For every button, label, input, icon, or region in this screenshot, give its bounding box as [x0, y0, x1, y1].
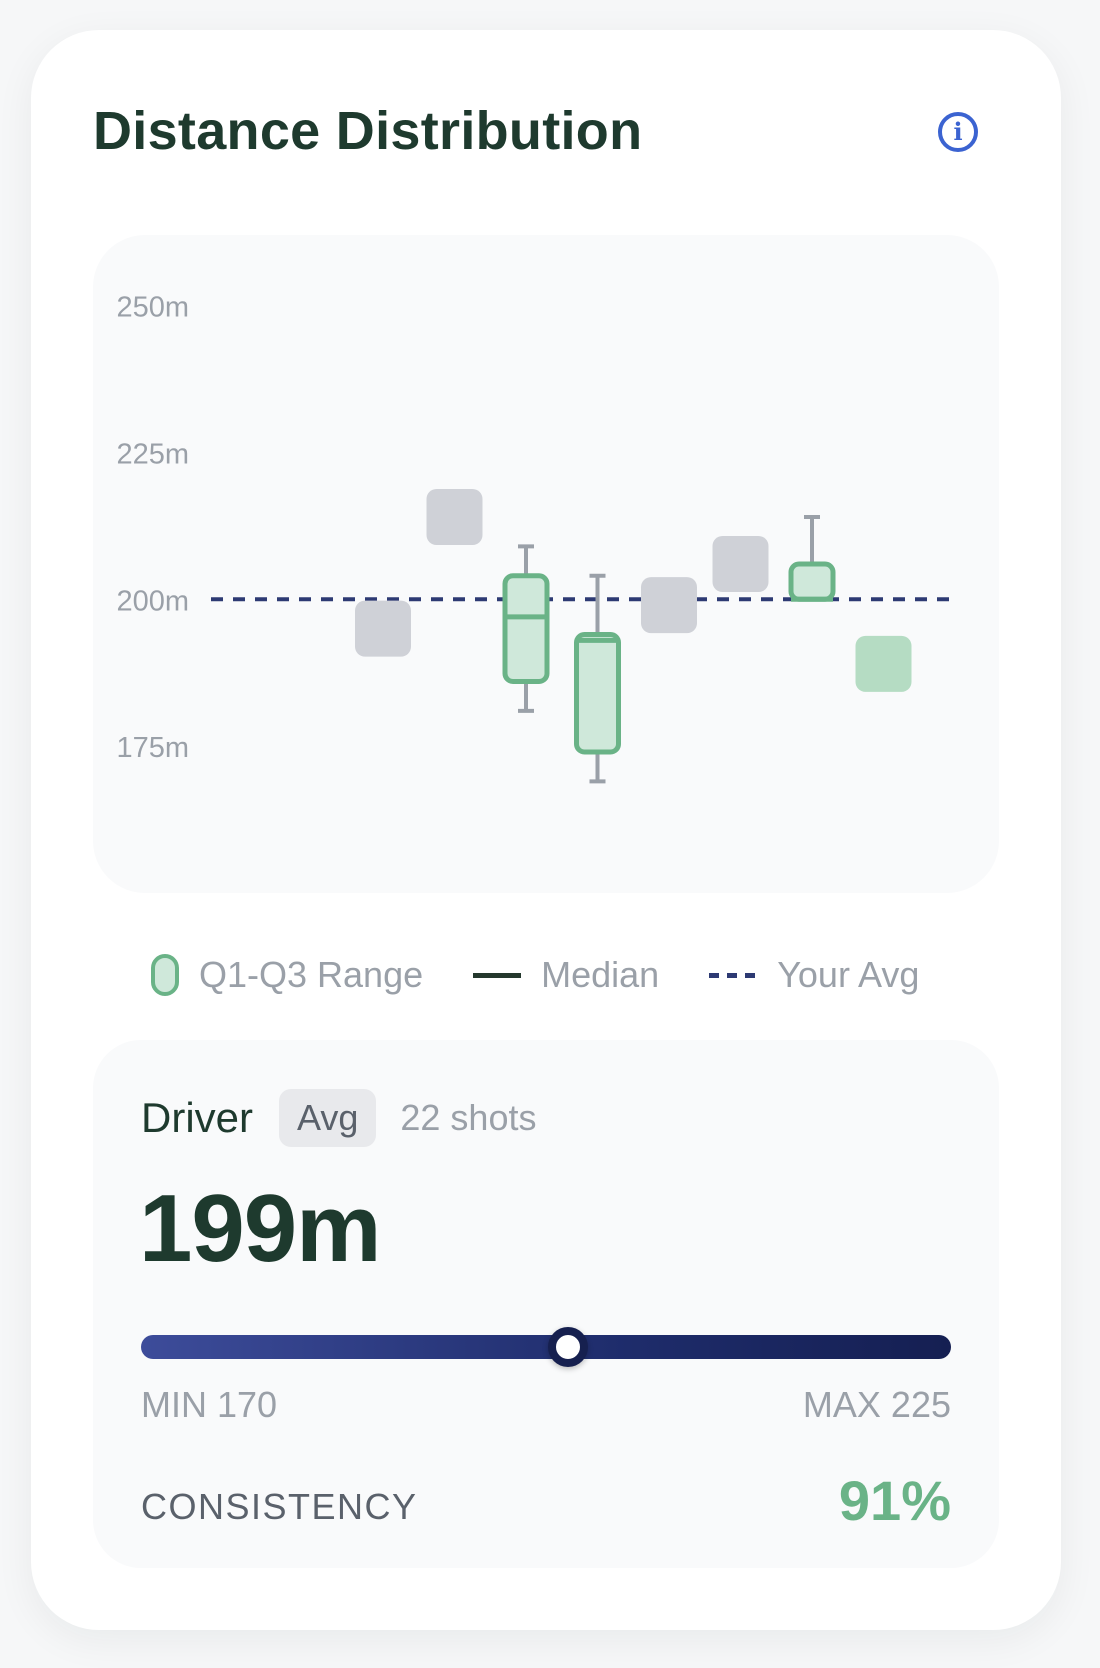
legend-item-range: Q1-Q3 Range: [151, 954, 423, 996]
legend-swatch-avg: [709, 972, 758, 978]
range-max-label: MAX 225: [802, 1384, 951, 1425]
range-min-label: MIN 170: [141, 1384, 278, 1425]
chart-svg: 250m 225m 200m 175m: [116, 292, 951, 784]
info-glyph: i: [953, 116, 963, 146]
distribution-chart: 250m 225m 200m 175m: [93, 235, 999, 893]
stats-header: Driver Avg 22 shots: [141, 1088, 536, 1148]
club-stats-panel: Driver Avg 22 shots 199m MIN 170 MAX 225…: [93, 1040, 999, 1568]
distance-marker: [355, 600, 411, 657]
legend-label-median: Median: [541, 954, 660, 995]
distance-marker: [712, 536, 769, 592]
y-tick-label: 200m: [116, 585, 189, 617]
iqr-box: [788, 561, 836, 602]
y-tick-label: 175m: [116, 732, 189, 764]
range-slider-thumb[interactable]: [548, 1327, 589, 1367]
chart-legend: Q1-Q3 Range Median Your Avg: [151, 945, 941, 1005]
avg-badge[interactable]: Avg: [279, 1089, 377, 1147]
legend-swatch-median: [473, 972, 522, 978]
average-distance-value: 199m: [139, 1175, 382, 1282]
distance-range-slider[interactable]: [141, 1327, 951, 1367]
y-tick-label: 250m: [116, 292, 189, 324]
legend-swatch-range: [151, 954, 179, 996]
shot-count: 22 shots: [400, 1097, 537, 1138]
consistency-value: 91%: [838, 1469, 951, 1532]
distance-marker: [641, 577, 697, 634]
legend-label-avg: Your Avg: [777, 954, 920, 995]
distance-distribution-card: Distance Distribution i 250m 225m 200m 175m…: [31, 30, 1061, 1630]
info-icon[interactable]: i: [938, 112, 978, 152]
consistency-label: CONSISTENCY: [141, 1486, 418, 1527]
legend-item-median: Median: [473, 954, 659, 996]
iqr-box: [574, 632, 621, 755]
iqr-box: [502, 573, 550, 684]
legend-item-avg: Your Avg: [709, 954, 919, 996]
legend-label-range: Q1-Q3 Range: [199, 954, 424, 995]
card-title: Distance Distribution: [93, 101, 643, 161]
distance-marker: [855, 635, 912, 692]
distance-marker: [426, 489, 483, 545]
club-name: Driver: [141, 1094, 253, 1141]
y-tick-label: 225m: [116, 438, 189, 470]
